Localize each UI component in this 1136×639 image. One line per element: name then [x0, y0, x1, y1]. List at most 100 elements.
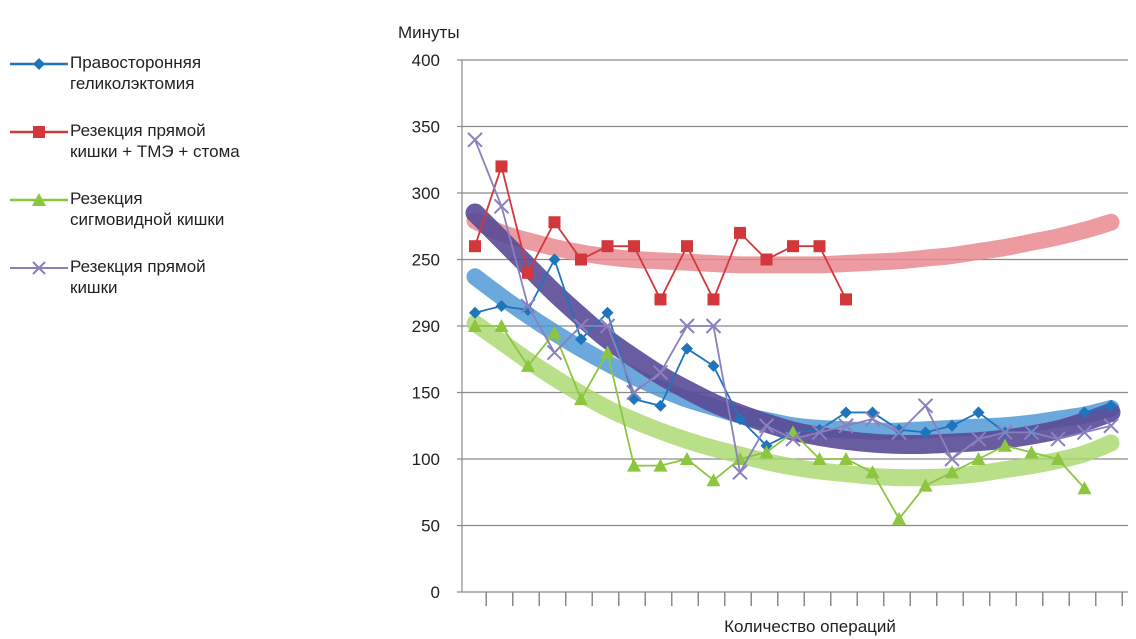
- legend-label: Резекция сигмовидной кишки: [70, 189, 225, 229]
- y-axis-title: Минуты: [398, 23, 460, 42]
- data-point: [997, 424, 1013, 441]
- y-axis: 0 50 100 150 290 250 300 350 400: [412, 51, 463, 602]
- data-point: [548, 253, 561, 266]
- series-line: [474, 257, 1032, 447]
- data-point: [972, 406, 985, 419]
- data-point: [681, 342, 693, 355]
- data-point: [840, 406, 852, 419]
- data-point: [468, 319, 482, 332]
- chart-legend: Правосторонняя геликолэктомия Резекция п…: [8, 52, 338, 324]
- data-point: [971, 452, 986, 465]
- y-tick-label: 350: [412, 118, 440, 137]
- data-point: [760, 253, 773, 266]
- legend-label: Правосторонняя геликолэктомия: [70, 53, 202, 93]
- legend-item: Резекция прямой кишки: [8, 256, 338, 324]
- legend-item: Резекция прямой кишки + ТМЭ + стома: [8, 120, 338, 188]
- data-point: [628, 393, 640, 406]
- data-point: [574, 392, 588, 406]
- y-tick-label: 150: [412, 384, 440, 403]
- legend-swatch-x-icon: [10, 261, 68, 275]
- data-point: [1051, 452, 1065, 465]
- trend-line: [466, 212, 1120, 274]
- y-tick-label: 300: [412, 184, 440, 203]
- data-point: [521, 358, 535, 372]
- data-point: [734, 413, 746, 426]
- data-point: [891, 424, 907, 441]
- x-axis: [462, 591, 1128, 606]
- data-point: [918, 478, 933, 492]
- data-point: [785, 431, 801, 447]
- data-point: [945, 465, 959, 479]
- data-point: [893, 423, 905, 436]
- data-point: [787, 240, 799, 253]
- data-point: [707, 293, 720, 306]
- data-point: [575, 253, 587, 266]
- data-point: [865, 465, 880, 479]
- data-point: [946, 419, 958, 432]
- data-point: [469, 240, 481, 253]
- data-point: [654, 293, 667, 306]
- y-tick-label: 290: [412, 317, 440, 336]
- data-point: [998, 438, 1012, 452]
- x-axis-title: Количество операций: [724, 617, 896, 636]
- y-tick-label: 0: [431, 583, 440, 602]
- data-point: [1023, 424, 1040, 441]
- data-point: [626, 384, 642, 401]
- data-point: [467, 132, 483, 148]
- data-point: [1050, 431, 1066, 447]
- data-point: [811, 424, 828, 441]
- data-point: [600, 345, 615, 359]
- data-point: [1105, 399, 1117, 412]
- series-line: [475, 325, 1086, 521]
- series-lines: [467, 132, 1119, 525]
- legend-swatch-diamond-icon: [10, 58, 68, 70]
- data-point: [601, 240, 614, 253]
- legend-label: Резекция прямой кишки + ТМЭ + стома: [70, 121, 240, 161]
- data-point: [812, 452, 827, 465]
- data-point: [653, 458, 668, 472]
- data-point: [919, 426, 932, 439]
- data-point: [864, 411, 881, 427]
- data-point: [547, 325, 562, 339]
- data-point: [759, 445, 774, 459]
- data-point: [732, 464, 748, 481]
- data-point: [917, 398, 934, 414]
- data-point: [705, 318, 722, 334]
- data-point: [970, 431, 987, 447]
- data-point: [522, 266, 534, 279]
- data-point: [493, 198, 510, 215]
- data-point: [469, 306, 481, 319]
- data-point: [707, 359, 720, 372]
- data-point: [839, 452, 853, 465]
- data-point: [734, 226, 746, 239]
- data-point: [680, 452, 694, 465]
- data-point: [944, 451, 960, 467]
- legend-swatch-square-icon: [10, 126, 68, 138]
- data-point: [652, 364, 669, 381]
- legend-label: Резекция прямой кишки: [70, 257, 206, 297]
- data-point: [1077, 481, 1092, 495]
- data-point: [628, 240, 640, 253]
- legend-swatch-triangle-icon: [10, 193, 68, 206]
- data-point: [599, 318, 616, 334]
- data-point: [573, 318, 589, 334]
- data-point: [758, 418, 775, 434]
- data-point: [1076, 424, 1093, 441]
- data-point: [838, 418, 854, 434]
- y-tick-label: 400: [412, 51, 440, 70]
- y-tick-label: 50: [421, 517, 440, 536]
- data-point: [601, 306, 614, 319]
- data-point: [840, 293, 852, 306]
- legend-item: Резекция сигмовидной кишки: [8, 188, 338, 256]
- data-point: [681, 240, 693, 253]
- data-point: [1103, 418, 1119, 434]
- data-point: [813, 240, 826, 253]
- data-point: [520, 298, 536, 314]
- data-point: [546, 344, 563, 361]
- data-point: [1078, 406, 1091, 419]
- data-point: [679, 318, 695, 334]
- data-point: [548, 216, 561, 229]
- data-point: [1024, 445, 1039, 459]
- y-tick-label: 250: [412, 251, 440, 270]
